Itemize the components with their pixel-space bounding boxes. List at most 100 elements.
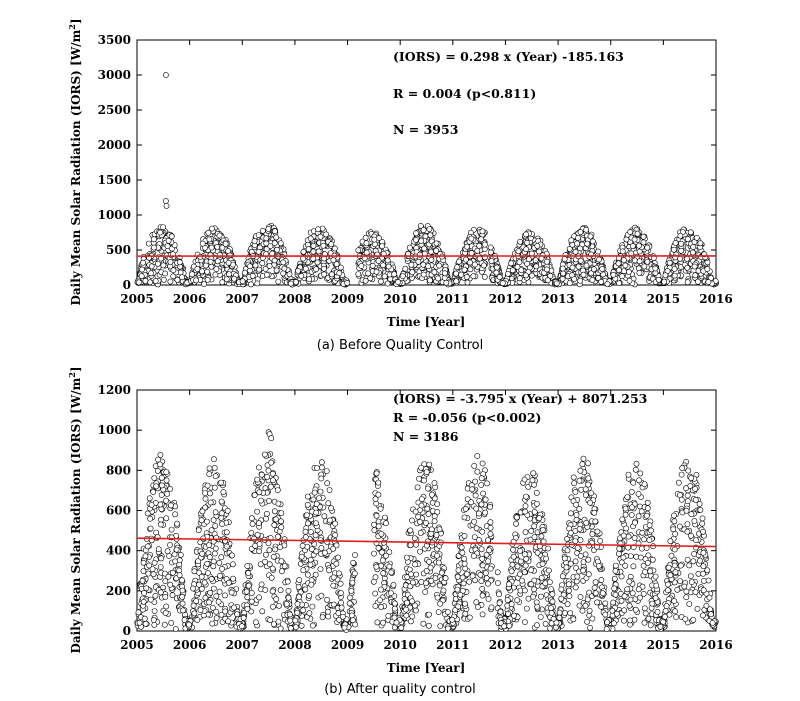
- data-point: [572, 489, 579, 495]
- data-point: [355, 247, 362, 254]
- data-point: [662, 608, 669, 614]
- data-point: [365, 270, 371, 277]
- data-point: [454, 573, 461, 580]
- data-point: [671, 272, 678, 279]
- data-point: [428, 530, 434, 537]
- data-point: [565, 581, 572, 588]
- data-point: [420, 477, 427, 484]
- data-point: [571, 480, 577, 487]
- data-point: [684, 236, 691, 242]
- data-point: [179, 600, 186, 607]
- data-point: [204, 560, 211, 567]
- data-point: [265, 467, 272, 474]
- data-point: [259, 608, 266, 615]
- data-point: [421, 245, 428, 252]
- data-point: [207, 258, 214, 265]
- data-point: [566, 280, 573, 286]
- data-point: [646, 537, 653, 543]
- data-point: [575, 235, 581, 241]
- data-point: [494, 580, 501, 586]
- data-point: [163, 515, 170, 522]
- data-point: [138, 273, 145, 279]
- data-point: [678, 240, 684, 247]
- data-point: [328, 505, 334, 512]
- data-point: [223, 276, 230, 282]
- x-tick-label: 2012: [489, 638, 522, 652]
- data-point: [384, 280, 391, 287]
- data-point: [704, 266, 711, 272]
- data-point: [639, 545, 645, 552]
- data-point: [427, 232, 434, 239]
- x-tick-label: 2007: [226, 638, 259, 652]
- data-point: [591, 266, 597, 273]
- data-point: [395, 279, 401, 285]
- data-point: [461, 533, 468, 539]
- y-tick-label: 2000: [98, 138, 131, 152]
- data-point: [423, 580, 429, 586]
- data-point: [461, 514, 468, 521]
- annotation-a-n: N = 3953: [393, 122, 458, 137]
- data-point: [425, 511, 432, 517]
- data-point: [274, 246, 280, 253]
- data-point: [636, 269, 643, 276]
- data-point: [566, 593, 573, 599]
- data-point: [427, 277, 433, 284]
- data-point: [158, 492, 165, 498]
- data-point: [475, 510, 482, 517]
- data-point: [204, 268, 211, 275]
- data-point: [542, 620, 549, 627]
- data-point: [145, 570, 152, 577]
- data-point: [150, 244, 157, 251]
- x-tick-label: 2016: [699, 638, 732, 652]
- data-point: [548, 586, 554, 592]
- data-point: [239, 278, 246, 285]
- data-point: [328, 271, 335, 278]
- data-point: [471, 261, 478, 268]
- data-point: [268, 574, 275, 581]
- data-point: [363, 249, 370, 256]
- data-point: [164, 243, 171, 249]
- data-point: [195, 527, 202, 534]
- data-point: [479, 586, 486, 592]
- data-point: [466, 578, 473, 585]
- data-point: [682, 616, 689, 622]
- data-point: [168, 620, 175, 626]
- data-point: [577, 229, 584, 235]
- data-point: [325, 500, 332, 507]
- data-point: [210, 456, 217, 463]
- data-point: [258, 471, 265, 478]
- data-point: [318, 592, 325, 599]
- data-point: [160, 224, 166, 230]
- data-point: [321, 271, 327, 278]
- data-point: [458, 271, 465, 278]
- data-point: [267, 243, 274, 249]
- data-point: [324, 608, 331, 615]
- data-point: [162, 594, 169, 600]
- data-point: [634, 230, 641, 237]
- data-point: [173, 546, 180, 553]
- data-point: [667, 538, 674, 545]
- data-point: [573, 512, 580, 518]
- data-point: [516, 259, 523, 266]
- data-point: [697, 506, 704, 513]
- data-point: [528, 528, 535, 534]
- data-point: [407, 618, 414, 625]
- data-point: [621, 268, 627, 274]
- data-point: [321, 549, 328, 556]
- data-point: [408, 571, 414, 578]
- data-point: [152, 278, 159, 284]
- data-point: [194, 266, 201, 272]
- data-point: [628, 488, 635, 495]
- data-point: [302, 586, 309, 593]
- data-point: [691, 263, 698, 270]
- data-point: [273, 234, 280, 241]
- data-point: [616, 550, 622, 557]
- data-point: [474, 247, 481, 254]
- data-point: [420, 261, 427, 268]
- data-point: [313, 266, 320, 273]
- data-point: [538, 533, 545, 540]
- data-point: [216, 232, 223, 239]
- data-point: [225, 248, 231, 254]
- data-point: [307, 235, 314, 242]
- data-point: [459, 549, 466, 556]
